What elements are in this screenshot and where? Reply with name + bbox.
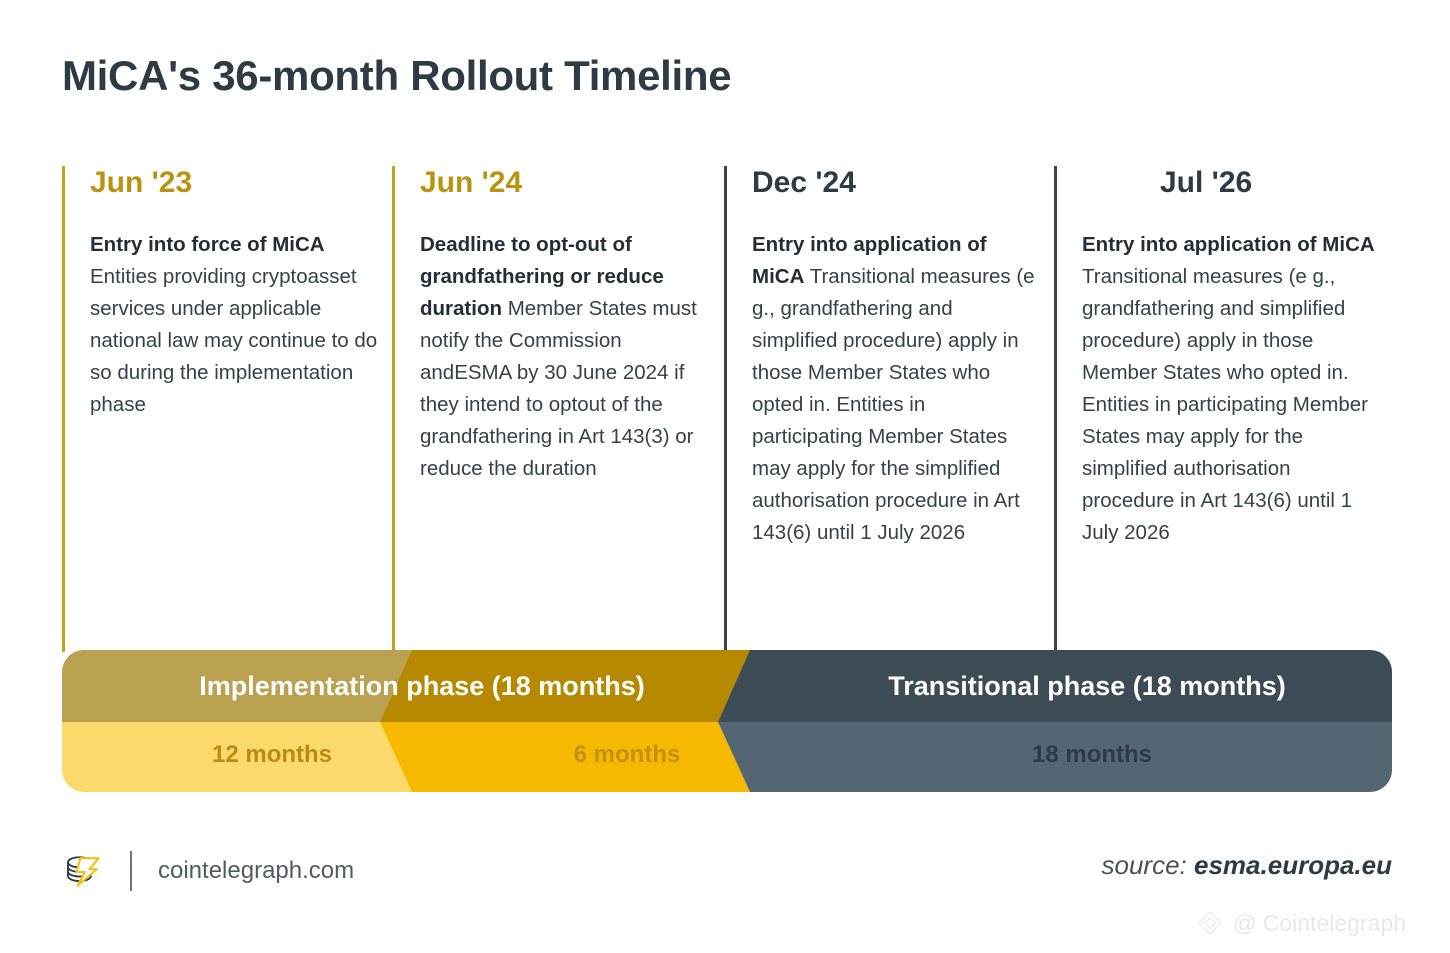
column-body: Entry into application of MiCA Transitio… [752,229,1040,549]
source-attribution: source: esma.europa.eu [1102,850,1392,881]
column-heading: Entry into application of MiCA [1082,233,1375,256]
phase-bar-graphic [62,650,1392,792]
segment-12-months [62,650,412,792]
column-date: Jul '26 [1160,166,1253,199]
column-rule [1054,166,1057,652]
column-text: Transitional measures (e g., grandfather… [752,265,1035,544]
phase-overlay-band [62,650,1392,722]
phase-label-transitional: Transitional phase (18 months) [888,671,1286,701]
timeline-column-dec-24: Dec '24 Entry into application of MiCA T… [724,166,1054,652]
column-heading: Entry into application of MiCA [752,233,987,288]
footer: cointelegraph.com source: esma.europa.eu [62,838,1392,908]
timeline-columns: Jun '23 Entry into force of MiCA Entitie… [62,166,1392,652]
timeline-column-jun-24: Jun '24 Deadline to opt-out of grandfath… [392,166,722,652]
column-body: Entry into force of MiCA Entities provid… [90,229,378,421]
timeline-column-jul-26: Jul '26 Entry into application of MiCA T… [1054,166,1392,652]
column-date: Dec '24 [752,166,856,199]
source-value: esma.europa.eu [1194,850,1392,880]
column-body: Deadline to opt-out of grandfathering or… [420,229,708,485]
cointelegraph-logo-icon [67,856,100,887]
brand: cointelegraph.com [62,838,354,904]
column-text: Member States must notify the Commission… [420,297,697,480]
column-date: Jun '24 [420,166,523,199]
duration-label-18-months: 18 months [1031,741,1153,768]
phase-label-implementation: Implementation phase (18 months) [199,671,645,701]
column-rule [392,166,395,652]
column-date: Jun '23 [90,166,193,199]
duration-label-6-months: 6 months [573,741,681,768]
column-text: Entities providing cryptoasset services … [90,265,378,416]
segment-18-months [718,650,1392,792]
source-prefix: source: [1101,850,1187,880]
page-title: MiCA's 36-month Rollout Timeline [62,52,732,99]
diamond-icon [1197,910,1223,936]
column-rule [724,166,727,652]
brand-url: cointelegraph.com [158,857,355,884]
timeline-column-jun-23: Jun '23 Entry into force of MiCA Entitie… [62,166,392,652]
column-heading: Deadline to opt-out of grandfathering or… [420,233,664,320]
watermark: @ Cointelegraph [1196,909,1406,937]
column-rule [62,166,65,652]
watermark-text: @ Cointelegraph [1233,909,1406,936]
duration-label-12-months: 12 months [211,741,333,768]
phase-bar: Implementation phase (18 months) Transit… [62,650,1392,792]
column-text: Transitional measures (e g., grandfather… [1082,265,1368,544]
column-heading: Entry into force of MiCA [90,233,325,256]
column-body: Entry into application of MiCA Transitio… [1082,229,1378,549]
segment-6-months [380,650,750,792]
brand-separator [130,851,132,891]
